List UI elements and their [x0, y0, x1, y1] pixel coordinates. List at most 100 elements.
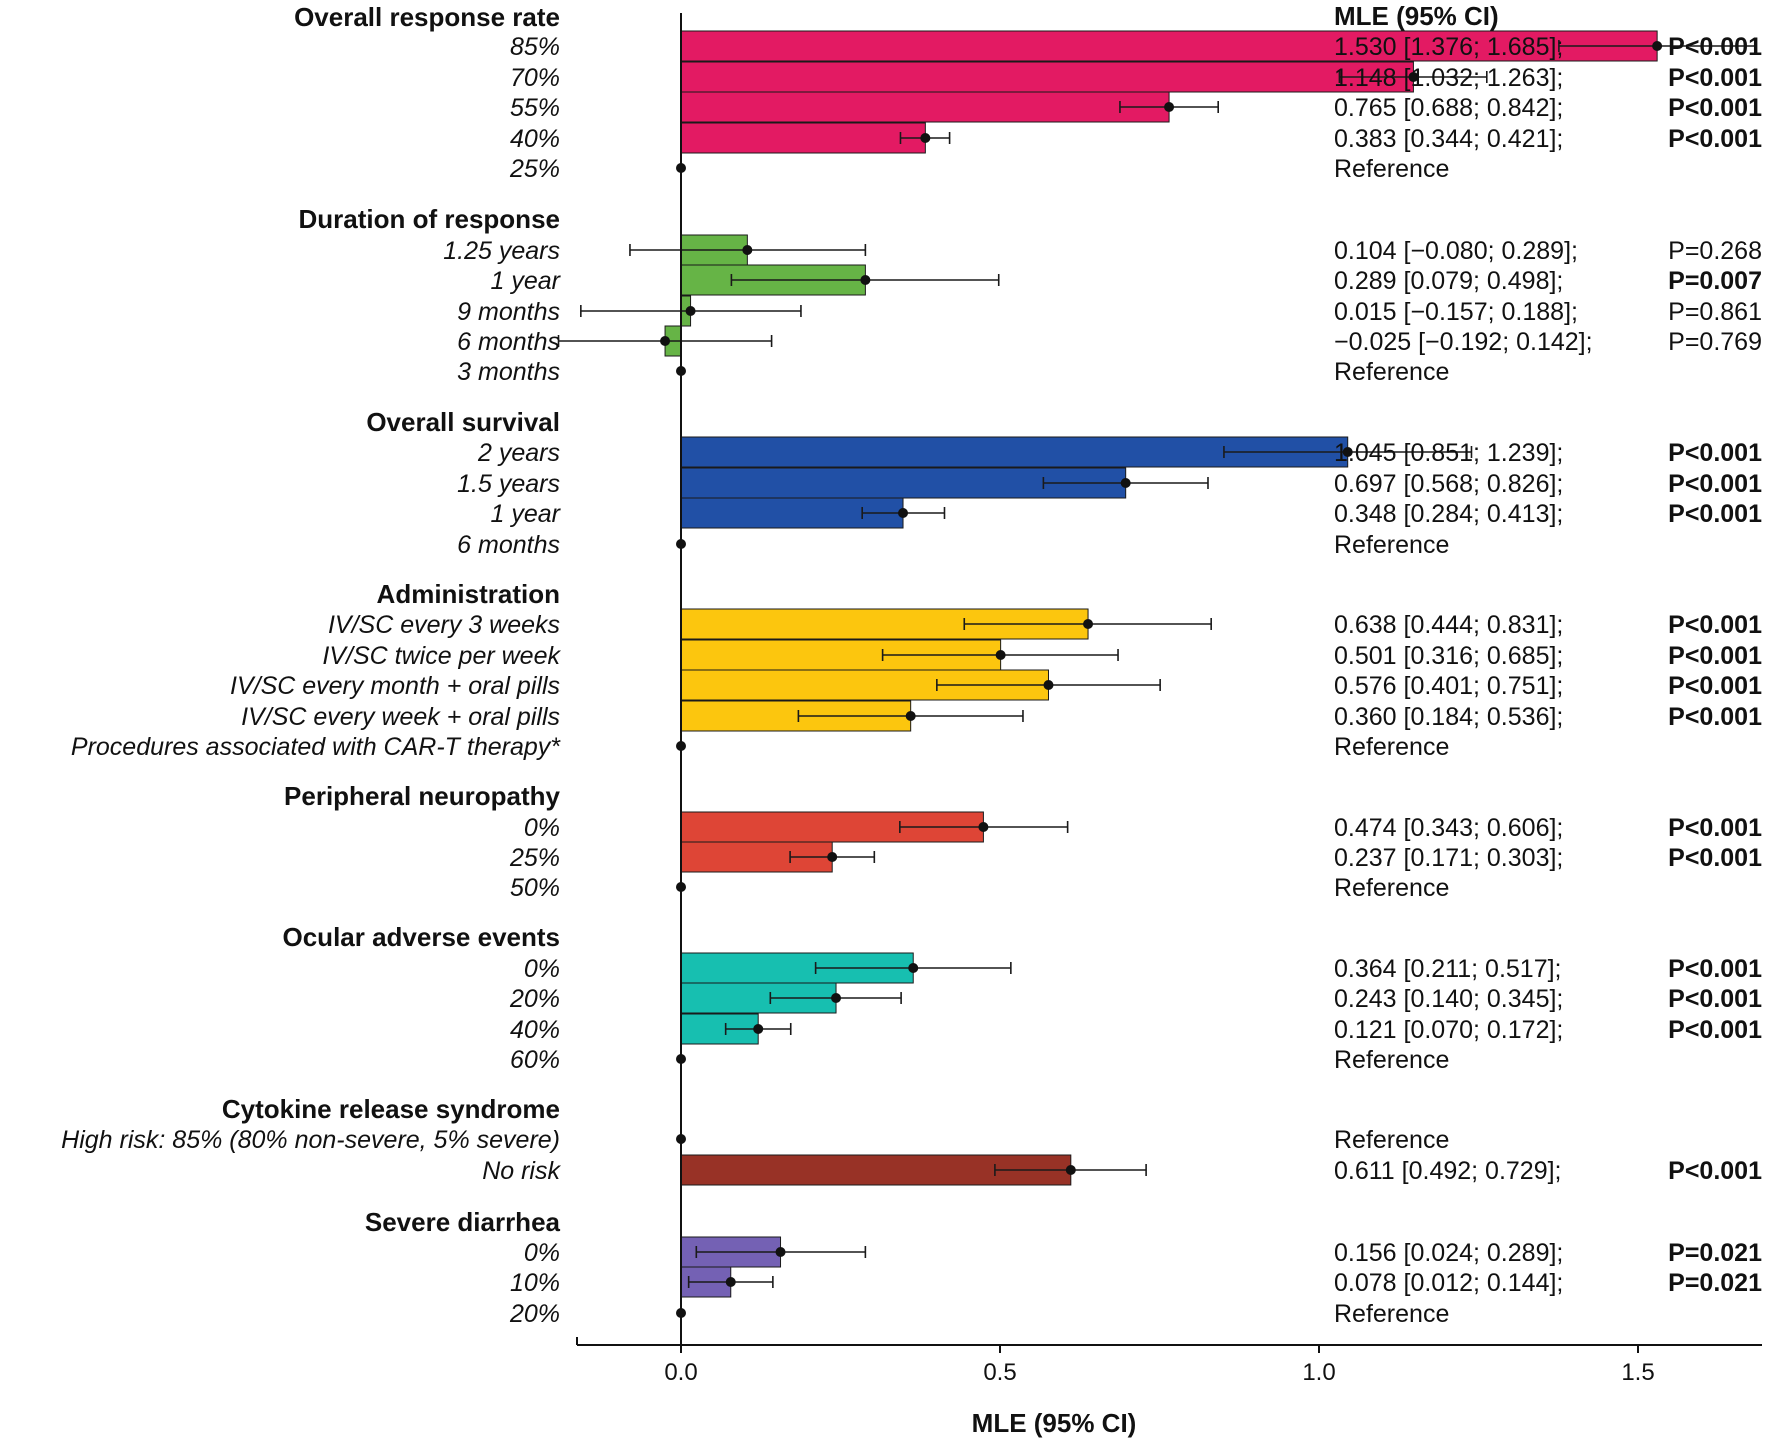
x-tick-label-2: 1.0 — [1302, 1359, 1335, 1386]
group-label-ocular-adverse-events: Ocular adverse events — [283, 922, 561, 952]
p-value-peripheral-neuropathy-0: P<0.001 — [1668, 814, 1762, 842]
estimate-text-duration-of-response-1-year: 0.289 [0.079; 0.498]; — [1334, 267, 1563, 295]
p-value-ocular-adverse-events-20: P<0.001 — [1668, 985, 1762, 1013]
point-severe-diarrhea-10 — [725, 1277, 736, 1287]
point-ocular-adverse-events-40 — [753, 1024, 764, 1034]
p-value-peripheral-neuropathy-25: P<0.001 — [1668, 844, 1762, 872]
level-label-overall-survival-1-year: 1 year — [491, 500, 562, 528]
estimate-text-overall-survival-6-months: Reference — [1334, 531, 1449, 559]
point-peripheral-neuropathy-25 — [827, 852, 838, 862]
point-ocular-adverse-events-0 — [908, 963, 919, 973]
estimate-text-severe-diarrhea-20: Reference — [1334, 1300, 1449, 1328]
point-duration-of-response-1-25-years — [742, 245, 753, 255]
estimate-text-administration-iv-sc-every-3-weeks: 0.638 [0.444; 0.831]; — [1334, 611, 1563, 639]
point-overall-response-rate-55 — [1164, 102, 1175, 112]
group-label-overall-survival: Overall survival — [366, 407, 560, 437]
level-label-cytokine-release-syndrome-high-risk-85-80-non-severe-5-severe: High risk: 85% (80% non-severe, 5% sever… — [61, 1126, 560, 1154]
level-label-severe-diarrhea-20: 20% — [509, 1300, 560, 1328]
point-administration-iv-sc-twice-per-week — [995, 650, 1006, 660]
estimate-text-overall-response-rate-85: 1.530 [1.376; 1.685]; — [1334, 33, 1563, 61]
p-value-duration-of-response-9-months: P=0.861 — [1668, 298, 1762, 326]
p-value-overall-survival-1-5-years: P<0.001 — [1668, 470, 1762, 498]
p-value-ocular-adverse-events-40: P<0.001 — [1668, 1016, 1762, 1044]
estimate-text-overall-response-rate-40: 0.383 [0.344; 0.421]; — [1334, 125, 1563, 153]
point-overall-survival-1-year — [898, 508, 909, 518]
estimate-text-duration-of-response-9-months: 0.015 [−0.157; 0.188]; — [1334, 298, 1578, 326]
p-value-overall-response-rate-70: P<0.001 — [1668, 64, 1762, 92]
level-label-overall-survival-6-months: 6 months — [457, 531, 560, 559]
estimate-text-administration-iv-sc-every-week-oral-pills: 0.360 [0.184; 0.536]; — [1334, 703, 1563, 731]
point-overall-response-rate-70 — [1408, 72, 1419, 82]
level-label-peripheral-neuropathy-25: 25% — [509, 844, 560, 872]
p-value-administration-iv-sc-twice-per-week: P<0.001 — [1668, 642, 1762, 670]
estimate-text-duration-of-response-1-25-years: 0.104 [−0.080; 0.289]; — [1334, 237, 1578, 265]
estimate-text-duration-of-response-3-months: Reference — [1334, 358, 1449, 386]
level-label-ocular-adverse-events-40: 40% — [510, 1016, 560, 1044]
p-value-duration-of-response-1-25-years: P=0.268 — [1668, 237, 1762, 265]
estimate-text-overall-survival-1-5-years: 0.697 [0.568; 0.826]; — [1334, 470, 1563, 498]
p-value-overall-survival-2-years: P<0.001 — [1668, 439, 1762, 467]
level-label-administration-procedures-associated-with-car-t-therapy: Procedures associated with CAR-T therapy… — [71, 733, 561, 761]
estimate-text-overall-survival-2-years: 1.045 [0.851; 1.239]; — [1334, 439, 1563, 467]
group-label-peripheral-neuropathy: Peripheral neuropathy — [284, 781, 560, 811]
bar-overall-response-rate-55 — [680, 91, 1170, 123]
level-label-overall-response-rate-70: 70% — [510, 64, 560, 92]
estimate-text-peripheral-neuropathy-0: 0.474 [0.343; 0.606]; — [1334, 814, 1563, 842]
estimate-text-peripheral-neuropathy-50: Reference — [1334, 874, 1449, 902]
p-value-duration-of-response-6-months: P=0.769 — [1668, 328, 1762, 356]
level-label-duration-of-response-9-months: 9 months — [457, 298, 560, 326]
x-axis-title: MLE (95% CI) — [972, 1408, 1137, 1438]
level-label-administration-iv-sc-every-3-weeks: IV/SC every 3 weeks — [328, 611, 560, 639]
level-label-overall-survival-1-5-years: 1.5 years — [457, 470, 560, 498]
group-label-administration: Administration — [377, 579, 560, 609]
point-overall-survival-1-5-years — [1120, 478, 1131, 488]
level-label-administration-iv-sc-twice-per-week: IV/SC twice per week — [322, 642, 561, 670]
p-value-administration-iv-sc-every-month-oral-pills: P<0.001 — [1668, 672, 1762, 700]
estimate-text-ocular-adverse-events-20: 0.243 [0.140; 0.345]; — [1334, 985, 1563, 1013]
point-duration-of-response-9-months — [685, 306, 696, 316]
x-tick-label-3: 1.5 — [1621, 1359, 1654, 1386]
level-label-administration-iv-sc-every-month-oral-pills: IV/SC every month + oral pills — [230, 672, 560, 700]
p-value-overall-response-rate-85: P<0.001 — [1668, 33, 1762, 61]
level-label-duration-of-response-6-months: 6 months — [457, 328, 560, 356]
estimate-text-administration-procedures-associated-with-car-t-therapy: Reference — [1334, 733, 1449, 761]
plot-area — [557, 13, 1757, 1345]
point-cytokine-release-syndrome-no-risk — [1065, 1165, 1076, 1175]
estimate-text-overall-response-rate-25: Reference — [1334, 155, 1449, 183]
estimate-column: MLE (95% CI) 1.530 [1.376; 1.685]; P<0.00… — [1334, 1, 1762, 1328]
estimate-text-duration-of-response-6-months: −0.025 [−0.192; 0.142]; — [1334, 328, 1593, 356]
bar-overall-response-rate-85 — [680, 30, 1658, 62]
estimate-text-administration-iv-sc-every-month-oral-pills: 0.576 [0.401; 0.751]; — [1334, 672, 1563, 700]
group-label-overall-response-rate: Overall response rate — [294, 2, 560, 32]
point-overall-response-rate-85 — [1652, 41, 1663, 51]
estimate-column-header: MLE (95% CI) — [1334, 1, 1499, 31]
estimate-text-overall-response-rate-70: 1.148 [1.032; 1.263]; — [1334, 64, 1563, 92]
p-value-severe-diarrhea-10: P=0.021 — [1668, 1269, 1762, 1297]
point-duration-of-response-1-year — [860, 275, 871, 285]
p-value-overall-response-rate-55: P<0.001 — [1668, 94, 1762, 122]
level-label-severe-diarrhea-0: 0% — [524, 1239, 560, 1267]
point-peripheral-neuropathy-0 — [978, 822, 989, 832]
point-ocular-adverse-events-20 — [831, 993, 842, 1003]
estimate-text-ocular-adverse-events-0: 0.364 [0.211; 0.517]; — [1334, 955, 1562, 983]
p-value-ocular-adverse-events-0: P<0.001 — [1668, 955, 1762, 983]
p-value-severe-diarrhea-0: P=0.021 — [1668, 1239, 1762, 1267]
estimate-text-administration-iv-sc-twice-per-week: 0.501 [0.316; 0.685]; — [1334, 642, 1563, 670]
point-severe-diarrhea-0 — [775, 1247, 786, 1257]
group-label-duration-of-response: Duration of response — [299, 204, 560, 234]
group-label-cytokine-release-syndrome: Cytokine release syndrome — [222, 1094, 560, 1124]
estimate-text-cytokine-release-syndrome-high-risk-85-80-non-severe-5-severe: Reference — [1334, 1126, 1449, 1154]
bar-overall-response-rate-40 — [680, 122, 926, 154]
estimate-text-overall-survival-1-year: 0.348 [0.284; 0.413]; — [1334, 500, 1563, 528]
row-labels: Overall response rate85%70%55%40%25%Dura… — [61, 2, 562, 1328]
p-value-administration-iv-sc-every-week-oral-pills: P<0.001 — [1668, 703, 1762, 731]
level-label-ocular-adverse-events-0: 0% — [524, 955, 560, 983]
level-label-duration-of-response-1-25-years: 1.25 years — [443, 237, 560, 265]
group-label-severe-diarrhea: Severe diarrhea — [365, 1207, 561, 1237]
level-label-overall-response-rate-55: 55% — [510, 94, 560, 122]
level-label-ocular-adverse-events-60: 60% — [510, 1046, 560, 1074]
p-value-overall-survival-1-year: P<0.001 — [1668, 500, 1762, 528]
level-label-administration-iv-sc-every-week-oral-pills: IV/SC every week + oral pills — [241, 703, 560, 731]
estimate-text-overall-response-rate-55: 0.765 [0.688; 0.842]; — [1334, 94, 1563, 122]
